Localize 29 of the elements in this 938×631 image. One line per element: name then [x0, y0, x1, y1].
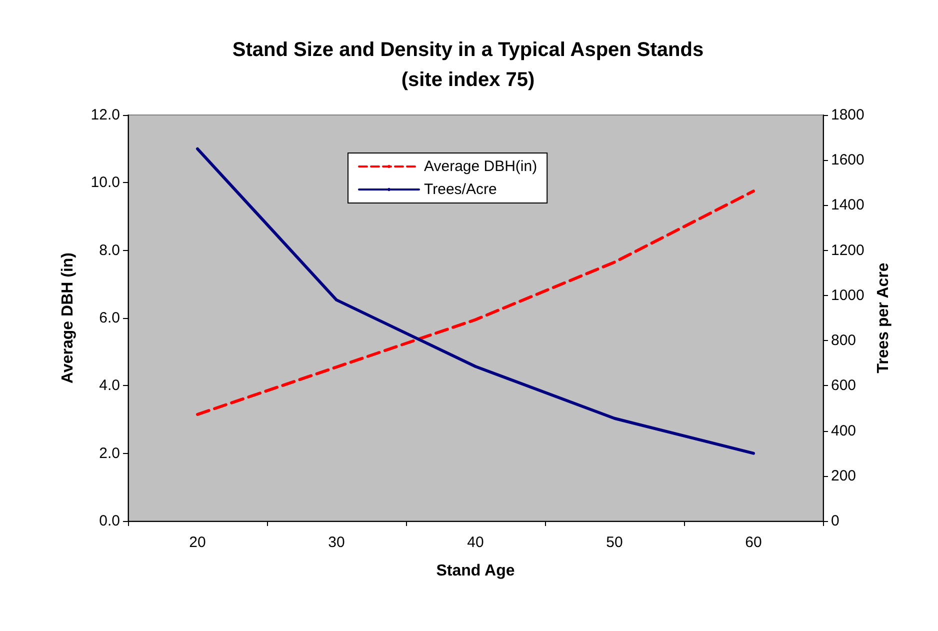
- chart-title: Stand Size and Density in a Typical Aspen Stands (site index 75): [232, 39, 704, 91]
- y-tick-label: 12.0: [90, 106, 120, 124]
- y-tick-label: 8.0: [99, 242, 120, 259]
- y2-tick-label: 600: [831, 377, 856, 394]
- line-series: [196, 147, 755, 455]
- y2-tick-label: 1400: [831, 196, 864, 214]
- y2-tick-label: 400: [831, 422, 856, 440]
- y-axis-title: Average DBH (in): [60, 252, 76, 384]
- legend-label: Trees/Acre: [424, 181, 497, 198]
- y2-tick-label: 0: [831, 512, 840, 530]
- y-tick-label: 6.0: [99, 310, 120, 326]
- x-tick-label: 50: [606, 534, 623, 551]
- legend-label: Average DBH(in): [424, 158, 538, 175]
- y2-tick-label: 200: [831, 467, 856, 484]
- y-tick-label: 2.0: [99, 444, 120, 462]
- x-tick-label: 30: [328, 534, 345, 551]
- y2-axis-title: Trees per Acre: [874, 262, 892, 374]
- x-tick-label: 40: [467, 534, 484, 551]
- y2-tick-label: 1800: [831, 106, 864, 124]
- y2-tick-label: 800: [831, 332, 856, 350]
- x-axis-title: Stand Age: [436, 562, 515, 580]
- y2-tick-label: 1600: [831, 152, 864, 169]
- x-tick-label: 20: [189, 534, 206, 551]
- y-tick-label: 10.0: [90, 174, 120, 192]
- y2-tick-label: 1000: [831, 286, 864, 304]
- y2-tick-label: 1200: [831, 242, 864, 259]
- x-tick-label: 60: [745, 534, 762, 551]
- y-tick-label: 0.0: [99, 512, 120, 530]
- y-tick-label: 4.0: [99, 377, 120, 394]
